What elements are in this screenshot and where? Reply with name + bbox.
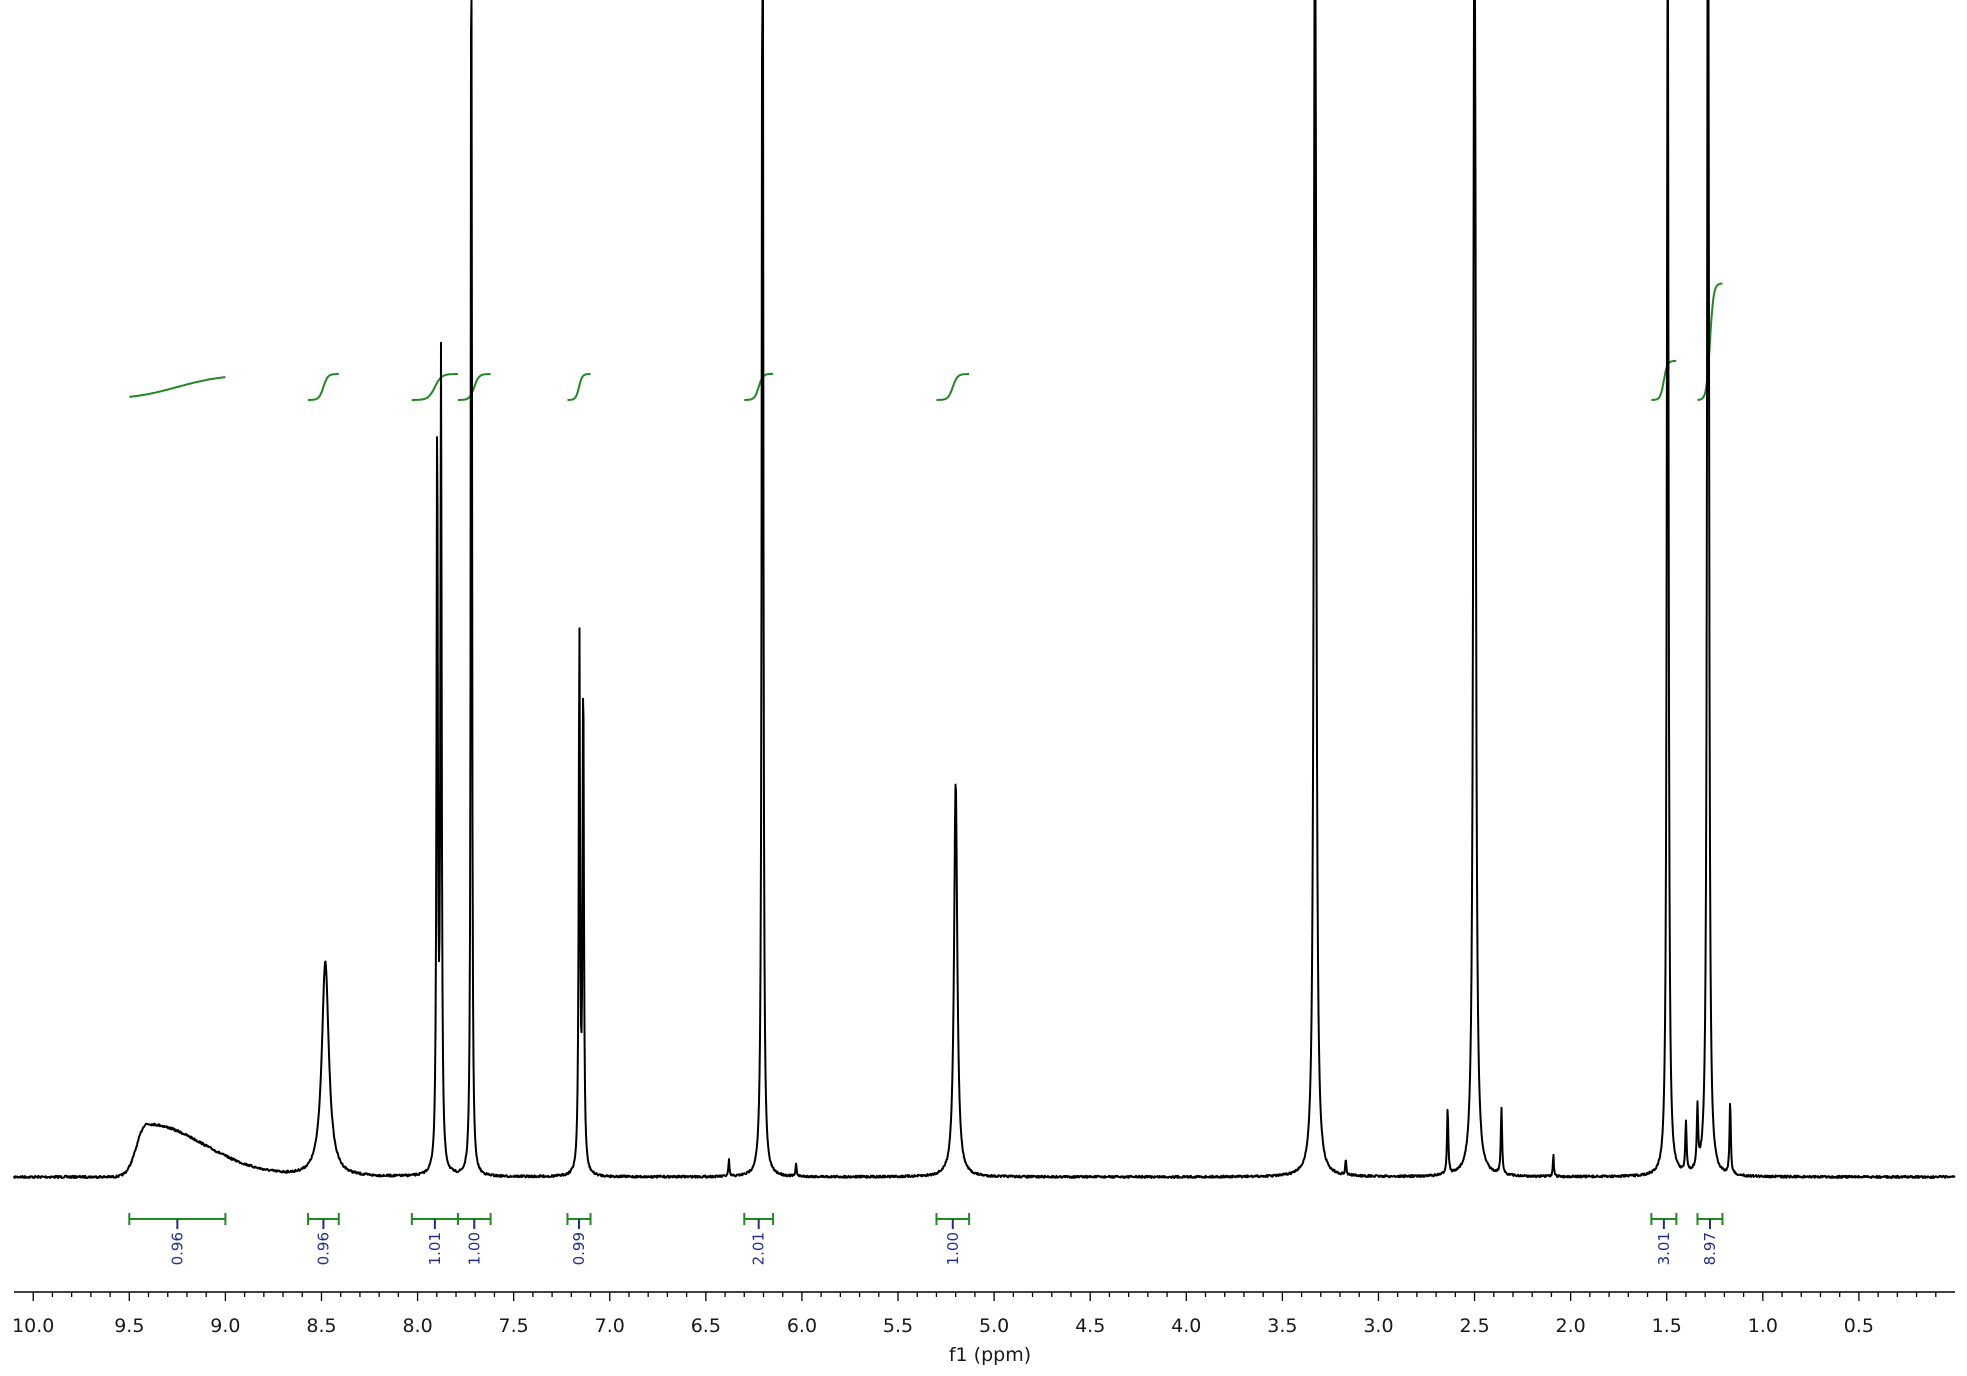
- integral-value-label: 1.01: [426, 1232, 444, 1265]
- integral-value-label: 1.00: [465, 1232, 483, 1265]
- x-axis-ticks: 10.0 9.5 9.0 8.5 8.0 7.5 7.0 6.5 6.0 5.5 5.0 4.5 4.0…: [12, 1292, 1937, 1337]
- x-tick-label: 1.5: [1652, 1315, 1682, 1337]
- integral-curve: [567, 373, 591, 401]
- x-tick-label: 0.5: [1844, 1315, 1874, 1337]
- x-tick-label: 7.5: [499, 1315, 529, 1337]
- integral-brackets: 0.96 0.96 1.01 1.00 0.99 2.01 1.00 3.01 8.97: [128, 1213, 1724, 1265]
- integral-value-label: 0.99: [570, 1232, 588, 1265]
- integral-value-label: 1.00: [944, 1232, 962, 1265]
- integral-curve: [1651, 359, 1677, 401]
- integral-value-label: 0.96: [314, 1232, 332, 1265]
- integral-value-label: 3.01: [1655, 1232, 1673, 1265]
- integral-curves: [129, 282, 1723, 401]
- x-tick-label: 2.5: [1459, 1315, 1489, 1337]
- spectrum-line: [13, 0, 1956, 1179]
- integral-value-label: 0.96: [168, 1232, 186, 1265]
- x-tick-label: 10.0: [12, 1315, 54, 1337]
- x-tick-label: 4.5: [1075, 1315, 1105, 1337]
- integral-value-label: 8.97: [1701, 1232, 1719, 1265]
- x-tick-label: 5.5: [883, 1315, 913, 1337]
- x-tick-label: 5.0: [979, 1315, 1009, 1337]
- x-tick-label: 8.5: [306, 1315, 336, 1337]
- integral-curve: [936, 373, 970, 401]
- x-tick-label: 7.0: [595, 1315, 625, 1337]
- integral-curve: [457, 373, 491, 401]
- x-tick-label: 1.0: [1748, 1315, 1778, 1337]
- x-tick-label: 6.0: [787, 1315, 817, 1337]
- integral-curve: [744, 372, 774, 401]
- x-axis-title: f1 (ppm): [949, 1344, 1031, 1366]
- x-tick-label: 3.5: [1267, 1315, 1297, 1337]
- x-tick-label: 8.0: [402, 1315, 432, 1337]
- integral-curve: [308, 373, 339, 401]
- x-tick-label: 2.0: [1556, 1315, 1586, 1337]
- integral-curve: [129, 376, 226, 398]
- x-tick-label: 6.5: [691, 1315, 721, 1337]
- x-tick-label: 9.0: [210, 1315, 240, 1337]
- integral-value-label: 2.01: [750, 1232, 768, 1265]
- x-tick-label: 9.5: [114, 1315, 144, 1337]
- integral-curve: [411, 373, 458, 401]
- x-tick-label: 4.0: [1171, 1315, 1201, 1337]
- x-tick-label: 3.0: [1363, 1315, 1393, 1337]
